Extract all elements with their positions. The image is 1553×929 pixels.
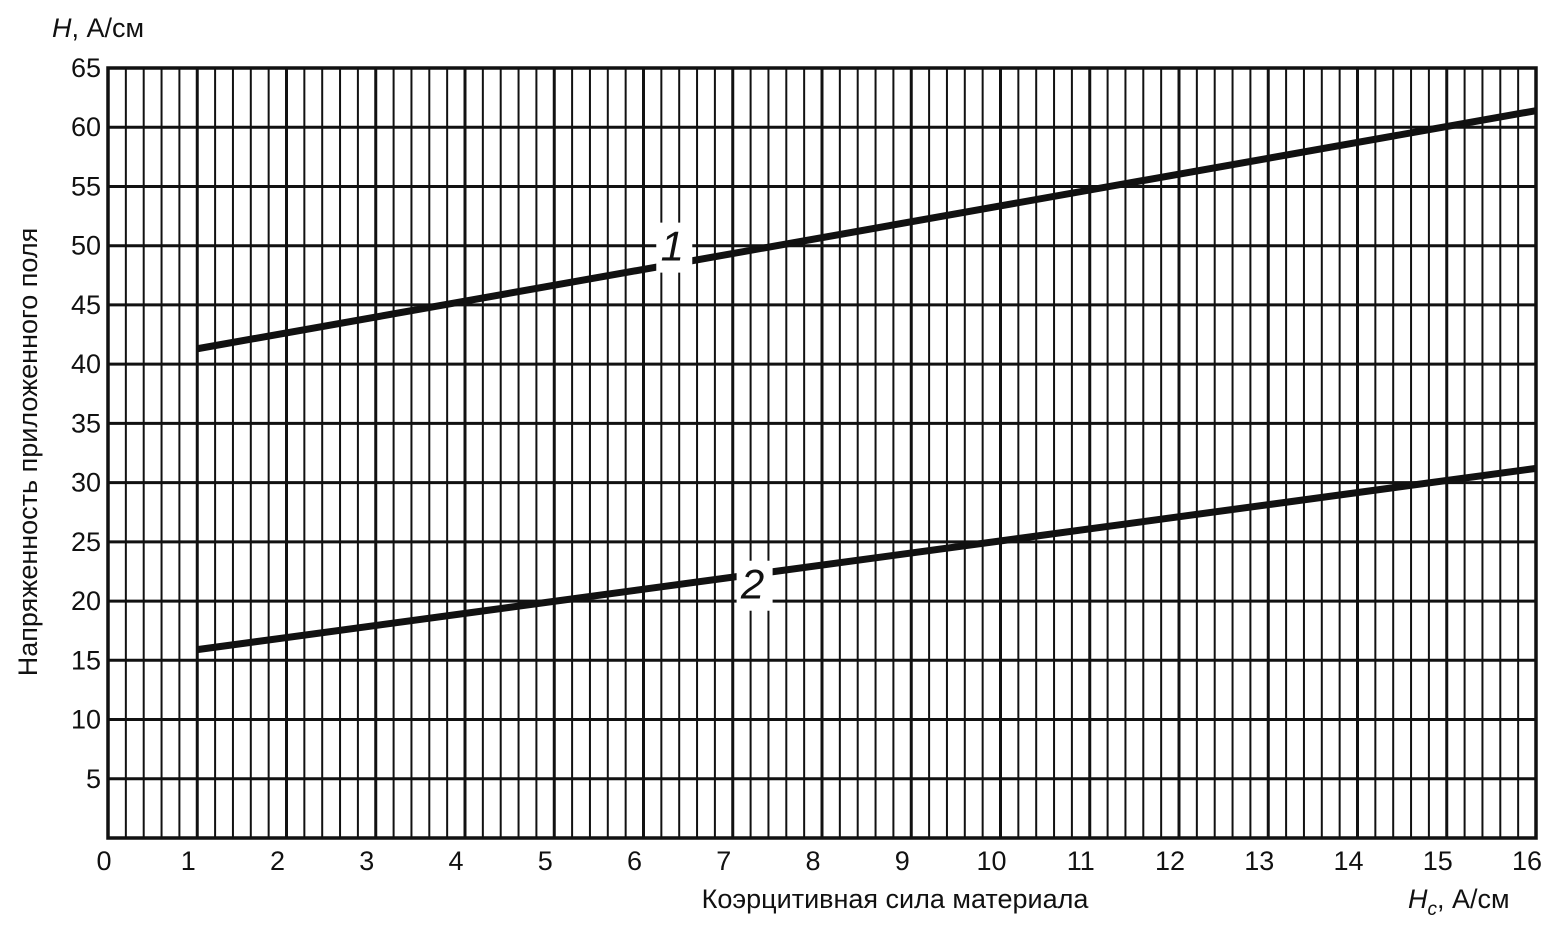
y-axis-title: Напряженность приложенного поля (13, 228, 43, 676)
x-unit-subscript: c (1428, 899, 1438, 920)
x-tick-labels: 0 1 2 3 4 5 6 7 8 9 10 11 12 13 14 15 16 (96, 846, 1542, 876)
y-unit-text: , А/см (72, 13, 145, 43)
y-tick-label: 20 (71, 586, 101, 616)
x-tick-label: 16 (1512, 846, 1542, 876)
x-tick-label: 8 (805, 846, 820, 876)
y-tick-label: 5 (86, 764, 101, 794)
series-label-1: 1 (661, 223, 684, 270)
x-tick-label: 10 (976, 846, 1006, 876)
x-tick-label: 11 (1067, 846, 1095, 876)
x-axis-title: Коэрцитивная сила материала (702, 884, 1090, 914)
y-tick-labels: 5 10 15 20 25 30 35 40 45 50 55 60 65 (71, 53, 101, 794)
x-tick-label: 7 (716, 846, 731, 876)
y-tick-label: 25 (71, 527, 101, 557)
series-lines (196, 107, 1537, 654)
series-line-2 (196, 464, 1537, 654)
y-tick-label: 10 (71, 705, 101, 735)
x-tick-label: 15 (1423, 846, 1453, 876)
plot-frame (106, 66, 1538, 840)
x-tick-label: 14 (1333, 846, 1363, 876)
y-tick-label: 15 (71, 645, 101, 675)
x-tick-label: 13 (1244, 846, 1274, 876)
series-label-2: 2 (740, 561, 764, 608)
y-tick-label: 50 (71, 231, 101, 261)
y-tick-label: 65 (71, 53, 101, 83)
y-tick-label: 60 (71, 112, 101, 142)
series-label-bg (736, 560, 773, 611)
x-tick-label: 2 (270, 846, 285, 876)
x-unit-text: , А/см (1437, 884, 1510, 914)
x-axis-unit: Hc, А/см (1408, 884, 1510, 920)
y-tick-label: 30 (71, 468, 101, 498)
y-tick-label: 55 (71, 171, 101, 201)
x-tick-label: 9 (895, 846, 910, 876)
y-tick-label: 35 (71, 408, 101, 438)
x-tick-label: 3 (359, 846, 374, 876)
x-tick-label: 12 (1155, 846, 1185, 876)
x-unit-symbol: H (1408, 884, 1428, 914)
x-tick-label: 4 (448, 846, 463, 876)
y-unit-symbol: H (52, 13, 72, 43)
y-tick-label: 40 (71, 349, 101, 379)
series-labels: 12 (656, 222, 773, 611)
major-grid (108, 68, 1536, 838)
x-tick-label: 1 (181, 846, 196, 876)
x-tick-label: 0 (96, 846, 111, 876)
frame-border (106, 66, 1538, 840)
minor-grid (124, 68, 1520, 838)
x-tick-label: 6 (627, 846, 642, 876)
y-axis-unit: H, А/см (52, 13, 144, 43)
x-tick-label: 5 (538, 846, 553, 876)
y-tick-label: 45 (71, 290, 101, 320)
series-line-1 (196, 107, 1537, 353)
series-label-bg (656, 222, 693, 273)
